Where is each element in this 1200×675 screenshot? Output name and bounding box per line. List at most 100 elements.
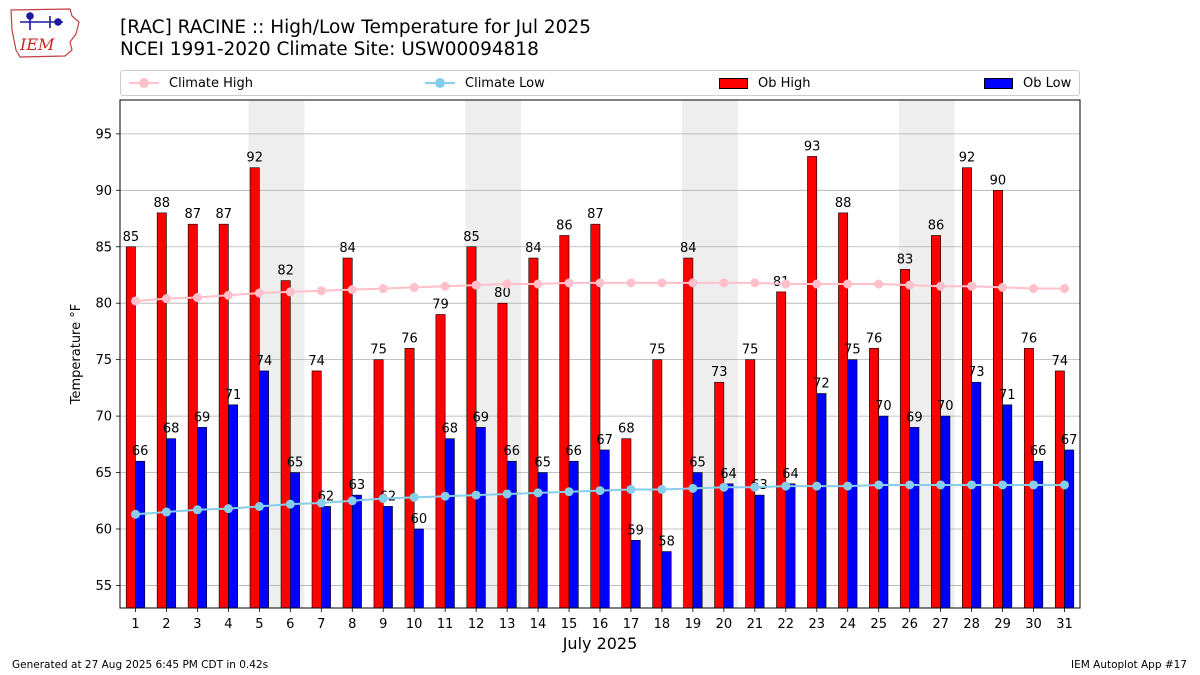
climate-high-point-6 [285, 287, 295, 297]
ob-low-label-16: 67 [596, 433, 613, 448]
legend-ob-low-label: Ob Low [1023, 75, 1072, 91]
iowa-outline-icon [10, 8, 80, 58]
climate-low-point-30 [1029, 480, 1039, 490]
x-tick-label-25: 25 [870, 617, 887, 632]
chart-title: [RAC] RACINE :: High/Low Temperature for… [120, 17, 591, 38]
legend-ob-high-label: Ob High [758, 75, 811, 91]
x-tick-label-5: 5 [255, 617, 263, 632]
y-tick-label-85: 85 [95, 240, 112, 255]
ob-low-bar-21 [754, 494, 765, 609]
ob-high-bar-14 [528, 257, 539, 609]
x-tick-label-17: 17 [623, 617, 640, 632]
ob-low-bar-27 [940, 415, 951, 609]
ob-high-label-23: 93 [804, 139, 821, 154]
x-tick-label-30: 30 [1025, 617, 1042, 632]
iem-logo-text: IEM [19, 35, 55, 54]
climate-low-point-2 [161, 507, 171, 517]
climate-high-point-23 [812, 279, 822, 289]
climate-high-point-24 [843, 279, 853, 289]
ob-low-label-23: 72 [813, 377, 830, 392]
x-tick-label-4: 4 [224, 617, 232, 632]
ob-high-label-24: 88 [835, 196, 852, 211]
ob-high-bar-2 [156, 212, 167, 609]
ob-low-bar-8 [351, 494, 362, 609]
climate-high-point-14 [533, 279, 543, 289]
x-tick-label-31: 31 [1056, 617, 1073, 632]
ob-high-bar-11 [435, 314, 446, 609]
y-tick-label-75: 75 [95, 353, 112, 368]
x-tick-label-15: 15 [561, 617, 578, 632]
climate-high-point-17 [626, 278, 636, 288]
ob-high-label-20: 73 [711, 365, 728, 380]
climate-high-point-5 [254, 288, 264, 298]
ob-high-bar-30 [1023, 348, 1034, 609]
ob-high-label-14: 84 [525, 241, 542, 256]
climate-high-point-20 [719, 278, 729, 288]
chart-subtitle: NCEI 1991-2020 Climate Site: USW00094818 [120, 39, 539, 60]
ob-low-bar-22 [785, 483, 796, 609]
ob-high-bar-28 [962, 167, 972, 609]
climate-low-point-17 [626, 484, 636, 494]
ob-low-bar-2 [166, 438, 177, 609]
climate-low-point-24 [843, 481, 853, 491]
climate-low-point-18 [657, 484, 667, 494]
climate-low-point-12 [471, 490, 481, 500]
ob-high-label-30: 76 [1021, 331, 1038, 346]
climate-low-point-19 [688, 483, 698, 493]
climate-high-point-11 [440, 281, 450, 291]
x-tick-label-2: 2 [162, 617, 170, 632]
climate-high-point-12 [471, 280, 481, 290]
ob-low-bar-5 [259, 370, 269, 609]
x-tick-label-20: 20 [716, 617, 733, 632]
x-tick-label-27: 27 [932, 617, 949, 632]
ob-high-label-10: 76 [401, 331, 418, 346]
ob-low-bar-17 [630, 539, 641, 609]
legend-climate-low: Climate Low [425, 71, 545, 95]
y-tick-label-70: 70 [95, 410, 112, 425]
ob-low-label-13: 66 [503, 444, 520, 459]
x-tick-label-16: 16 [592, 617, 609, 632]
ob-high-label-2: 88 [154, 196, 171, 211]
climate-high-point-10 [409, 282, 419, 292]
ob-low-label-26: 69 [906, 410, 923, 425]
legend-ob-high-swatch [719, 77, 748, 89]
ob-low-label-27: 70 [937, 399, 954, 414]
climate-low-point-8 [347, 496, 357, 506]
ob-high-bar-25 [869, 348, 880, 609]
ob-low-bar-10 [413, 528, 424, 609]
climate-high-point-16 [595, 278, 605, 288]
footer-app: IEM Autoplot App #17 [1071, 659, 1187, 671]
ob-high-bar-24 [838, 212, 849, 609]
climate-high-point-2 [161, 294, 171, 304]
x-tick-label-22: 22 [778, 617, 795, 632]
climate-low-point-29 [998, 480, 1008, 490]
ob-low-label-17: 59 [627, 523, 644, 538]
ob-low-bar-13 [506, 460, 517, 609]
climate-low-point-26 [905, 480, 915, 490]
climate-high-point-21 [750, 278, 760, 288]
ob-low-bar-9 [382, 506, 393, 609]
x-tick-label-8: 8 [348, 617, 356, 632]
ob-high-label-19: 84 [680, 241, 697, 256]
climate-low-point-23 [812, 481, 822, 491]
ob-low-label-10: 60 [411, 512, 428, 527]
x-tick-label-29: 29 [994, 617, 1011, 632]
legend-climate-high-marker [129, 78, 159, 88]
climate-high-point-22 [781, 279, 791, 289]
ob-low-bar-26 [909, 427, 920, 609]
climate-high-point-25 [874, 279, 884, 289]
climate-high-point-13 [502, 279, 512, 289]
ob-high-bar-22 [776, 291, 787, 609]
ob-low-label-6: 65 [287, 456, 304, 471]
legend-climate-high: Climate High [129, 71, 253, 95]
ob-high-bar-12 [466, 246, 477, 609]
y-tick-label-55: 55 [95, 579, 112, 594]
ob-high-label-8: 84 [339, 241, 356, 256]
ob-low-bar-15 [568, 460, 579, 609]
climate-low-point-16 [595, 486, 605, 496]
climate-low-point-6 [285, 499, 295, 509]
climate-low-point-11 [440, 491, 450, 501]
ob-low-label-25: 70 [875, 399, 892, 414]
ob-high-label-7: 74 [308, 354, 325, 369]
